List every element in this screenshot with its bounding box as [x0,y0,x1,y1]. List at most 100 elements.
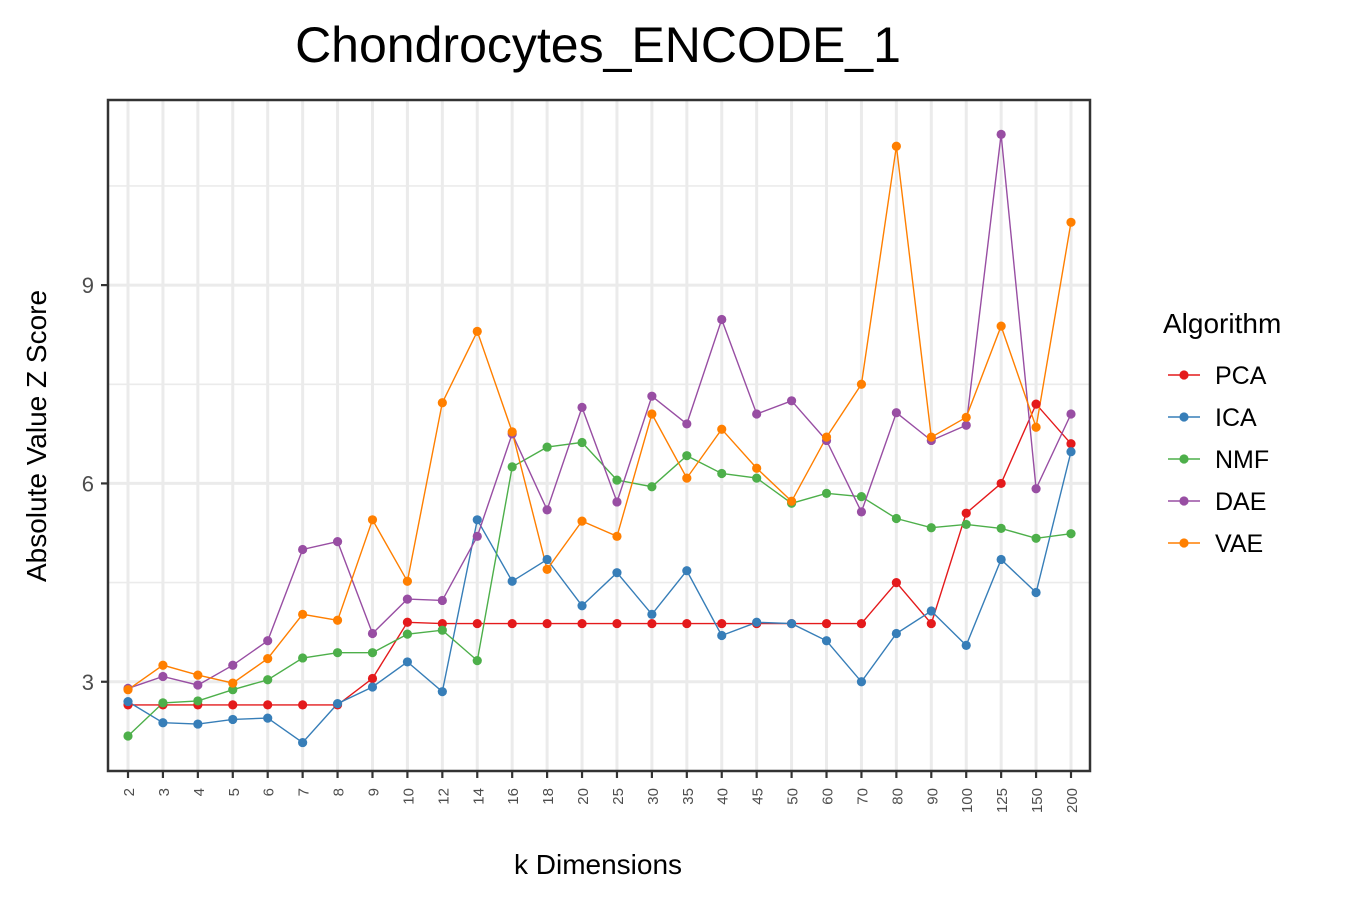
data-point-vae [752,463,762,473]
data-point-vae [577,516,587,526]
data-point-pca [926,618,936,629]
data-point-vae [402,576,413,586]
data-point-dae [193,680,203,690]
data-point-nmf [682,451,692,461]
data-point-nmf [507,462,517,472]
series-line-pca [128,402,1072,706]
data-point-nmf [228,685,238,695]
data-point-dae [717,314,727,325]
data-point-nmf [332,648,343,658]
data-point-pca [612,618,622,629]
x-tick-label: 200 [1064,788,1081,813]
data-point-ica [193,719,203,729]
data-point-nmf [542,442,552,452]
x-tick-label: 100 [959,788,976,813]
x-tick-label: 18 [540,788,557,805]
data-point-vae [717,424,727,434]
x-tick-label: 125 [994,788,1011,813]
data-point-vae [367,515,378,525]
x-tick-label: 45 [750,788,767,805]
data-point-ica [123,696,133,707]
x-tick-label: 3 [156,788,173,796]
x-tick-label: 35 [680,788,697,805]
data-point-dae [228,660,238,670]
series-line-dae [127,134,1072,690]
data-point-nmf [996,523,1006,533]
data-point-pca [437,618,447,629]
data-point-ica [158,718,168,728]
series-line-vae [127,146,1072,691]
data-point-pca [647,618,657,629]
data-point-ica [647,609,657,619]
data-point-vae [786,496,797,506]
data-point-pca [682,618,692,629]
x-tick-label: 12 [435,788,452,805]
data-point-nmf [577,437,587,448]
x-tick-label: 9 [365,788,382,796]
data-point-ica [961,640,971,650]
data-point-nmf [402,629,413,639]
x-tick-label: 4 [191,788,208,796]
x-axis-title: k Dimensions [514,849,682,880]
data-point-nmf [1066,529,1076,539]
y-tick-label: 9 [82,273,94,298]
chart-title: Chondrocytes_ENCODE_1 [295,17,901,73]
data-point-dae [577,402,587,413]
data-point-nmf [612,475,622,485]
data-point-dae [961,420,971,430]
legend-title: Algorithm [1163,308,1281,339]
data-point-vae [1031,422,1041,432]
data-point-vae [961,412,971,422]
data-point-nmf [193,696,203,706]
x-tick-label: 150 [1029,788,1046,813]
data-point-ica [263,713,273,723]
data-point-dae [891,408,901,418]
data-point-pca [577,618,587,629]
data-point-dae [856,507,867,517]
data-point-vae [123,685,133,695]
data-point-nmf [298,653,308,663]
data-point-ica [507,576,517,586]
legend-label-nmf: NMF [1215,446,1269,474]
data-point-ica [367,682,378,692]
data-point-ica [402,657,413,667]
data-point-dae [996,129,1006,139]
data-point-pca [228,700,238,710]
data-point-vae [647,409,657,419]
data-point-nmf [647,482,657,492]
legend-key-point-dae [1179,496,1189,506]
data-point-dae [298,544,308,555]
data-point-vae [1066,217,1076,227]
data-point-ica [437,687,447,697]
data-point-ica [891,628,901,639]
x-tick-label: 70 [854,788,871,805]
data-point-vae [996,321,1006,331]
data-point-vae [612,531,622,541]
data-point-pca [717,618,727,629]
legend-label-dae: DAE [1215,488,1266,516]
data-point-pca [542,618,552,629]
y-axis-title: Absolute Value Z Score [21,290,52,582]
y-tick-label: 6 [82,471,94,496]
y-tick-label: 3 [82,670,94,695]
x-axis: 2 3 4 5 6 7 8 9 10 12 14 16 18 20 25 30 35 40 45 50 60 70 80 90… [121,771,1081,813]
data-point-dae [752,409,762,419]
data-point-pca [891,577,901,588]
x-tick-label: 80 [889,788,906,805]
data-point-pca [821,618,832,629]
plot-panel-border [106,98,1092,773]
data-point-ica [332,698,343,709]
data-point-nmf [926,523,936,533]
x-tick-label: 40 [715,788,732,805]
x-tick-label: 14 [470,788,487,805]
data-point-ica [542,554,552,565]
data-point-pca [402,617,413,627]
series-line-ica [127,451,1072,744]
data-point-vae [682,473,692,483]
data-point-pca [472,618,482,629]
x-tick-label: 5 [226,788,243,796]
data-point-ica [1031,587,1041,598]
data-point-nmf [752,473,762,483]
data-point-ica [298,737,308,748]
